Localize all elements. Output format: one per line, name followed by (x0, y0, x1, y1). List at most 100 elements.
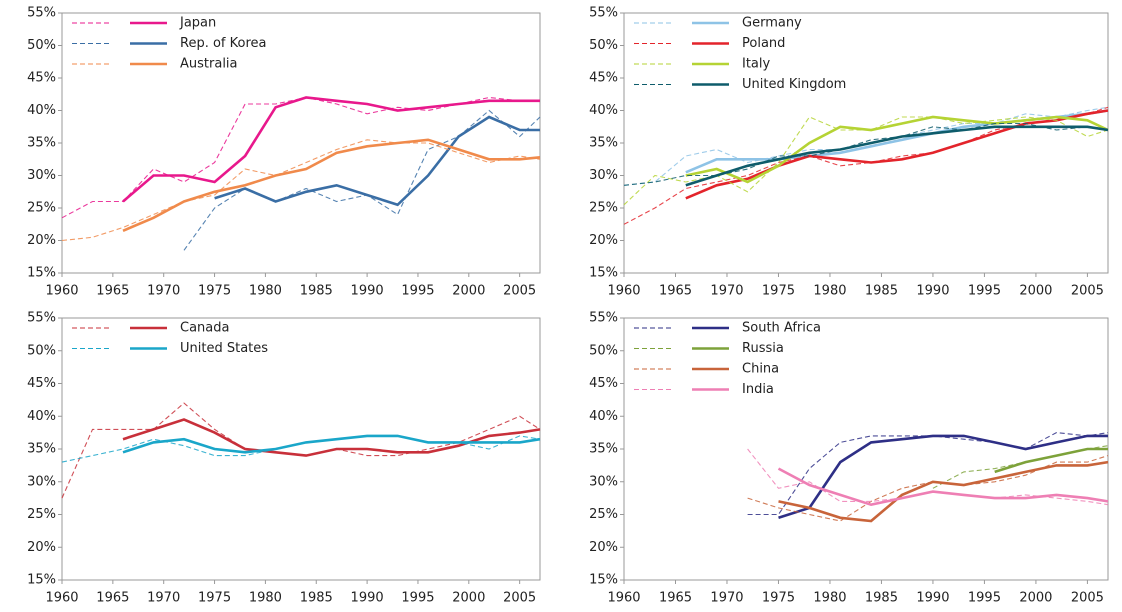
trend-line (685, 109, 1109, 174)
data-line (747, 432, 1109, 516)
x-tick-label: 1990 (351, 284, 384, 299)
legend-label: Poland (742, 36, 785, 51)
trend-line (778, 434, 1108, 520)
legend-label: Japan (179, 16, 216, 31)
y-tick-label: 25% (27, 201, 56, 216)
legend-label: United Kingdom (742, 77, 846, 92)
x-tick-label: 1965 (96, 284, 129, 299)
legend-label: Rep. of Korea (180, 36, 266, 51)
plot-frame (623, 317, 1109, 581)
y-tick-label: 50% (589, 343, 618, 358)
y-tick-label: 35% (27, 136, 56, 151)
y-tick-label: 55% (27, 311, 56, 326)
data-line (61, 96, 540, 219)
x-tick-label: 1995 (401, 591, 434, 606)
legend-label: Russia (742, 341, 784, 356)
trend-line (685, 109, 1109, 200)
y-tick-label: 35% (27, 442, 56, 457)
legend-label: Germany (742, 16, 802, 31)
y-tick-label: 30% (589, 474, 618, 489)
y-tick-label: 15% (589, 573, 618, 588)
x-tick-label: 2005 (503, 284, 536, 299)
x-tick-label: 1960 (45, 284, 78, 299)
x-tick-label: 2005 (1071, 284, 1104, 299)
trend-line (122, 96, 540, 203)
y-tick-label: 55% (589, 311, 618, 326)
legend-label: Canada (180, 321, 229, 336)
x-tick-label: 1965 (659, 591, 692, 606)
x-tick-label: 1995 (401, 284, 434, 299)
trend-line (122, 138, 541, 232)
data-line (183, 109, 541, 251)
y-tick-label: 30% (589, 168, 618, 183)
legend-label: China (742, 362, 779, 377)
x-tick-label: 1990 (916, 591, 949, 606)
x-tick-label: 1980 (813, 284, 846, 299)
x-tick-label: 1985 (300, 591, 333, 606)
y-tick-label: 45% (589, 71, 618, 86)
x-tick-label: 2000 (452, 591, 485, 606)
x-tick-label: 2005 (503, 591, 536, 606)
x-tick-label: 1990 (916, 284, 949, 299)
legend-label: Australia (180, 57, 238, 72)
y-tick-label: 15% (27, 266, 56, 281)
x-tick-label: 1960 (607, 284, 640, 299)
x-tick-label: 2000 (452, 284, 485, 299)
legend-label: South Africa (742, 321, 821, 336)
plot-frame (61, 12, 541, 274)
y-tick-label: 45% (27, 376, 56, 391)
y-tick-label: 40% (27, 103, 56, 118)
x-tick-label: 1985 (865, 284, 898, 299)
y-tick-label: 45% (27, 71, 56, 86)
y-tick-label: 55% (27, 6, 56, 21)
data-line (623, 106, 1109, 225)
legend-label: India (742, 382, 774, 397)
x-tick-label: 1975 (198, 284, 231, 299)
y-tick-label: 20% (589, 540, 618, 555)
x-tick-label: 1970 (710, 284, 743, 299)
y-tick-label: 20% (589, 233, 618, 248)
y-tick-label: 15% (27, 573, 56, 588)
y-tick-label: 50% (27, 343, 56, 358)
trend-line (214, 115, 540, 207)
x-tick-label: 2005 (1071, 591, 1104, 606)
trend-line (777, 467, 1109, 507)
trend-line (994, 447, 1108, 474)
x-tick-label: 1995 (968, 284, 1001, 299)
trend-line (122, 434, 541, 454)
y-tick-label: 35% (589, 442, 618, 457)
x-tick-label: 1965 (96, 591, 129, 606)
trend-line (685, 115, 1109, 184)
y-tick-label: 35% (589, 136, 618, 151)
x-tick-label: 1990 (351, 591, 384, 606)
y-tick-label: 20% (27, 233, 56, 248)
x-tick-label: 1985 (300, 284, 333, 299)
data-line (623, 122, 1109, 186)
x-tick-label: 1995 (968, 591, 1001, 606)
x-tick-label: 1960 (45, 591, 78, 606)
y-tick-label: 30% (27, 168, 56, 183)
y-tick-label: 55% (589, 6, 618, 21)
x-tick-label: 1985 (865, 591, 898, 606)
data-line (61, 402, 541, 499)
data-line (747, 455, 1109, 522)
y-tick-label: 25% (27, 507, 56, 522)
y-tick-label: 40% (589, 103, 618, 118)
x-tick-label: 2000 (1019, 284, 1052, 299)
y-tick-label: 50% (589, 38, 618, 53)
legend-label: United States (180, 341, 268, 356)
y-tick-label: 45% (589, 376, 618, 391)
y-tick-label: 20% (27, 540, 56, 555)
data-line (932, 445, 1109, 489)
data-line (61, 139, 541, 242)
y-tick-label: 40% (27, 409, 56, 424)
y-tick-label: 30% (27, 474, 56, 489)
x-tick-label: 1975 (762, 284, 795, 299)
y-tick-label: 15% (589, 266, 618, 281)
x-tick-label: 1980 (249, 284, 282, 299)
y-tick-label: 40% (589, 409, 618, 424)
x-tick-label: 1980 (813, 591, 846, 606)
data-line (623, 106, 1109, 186)
